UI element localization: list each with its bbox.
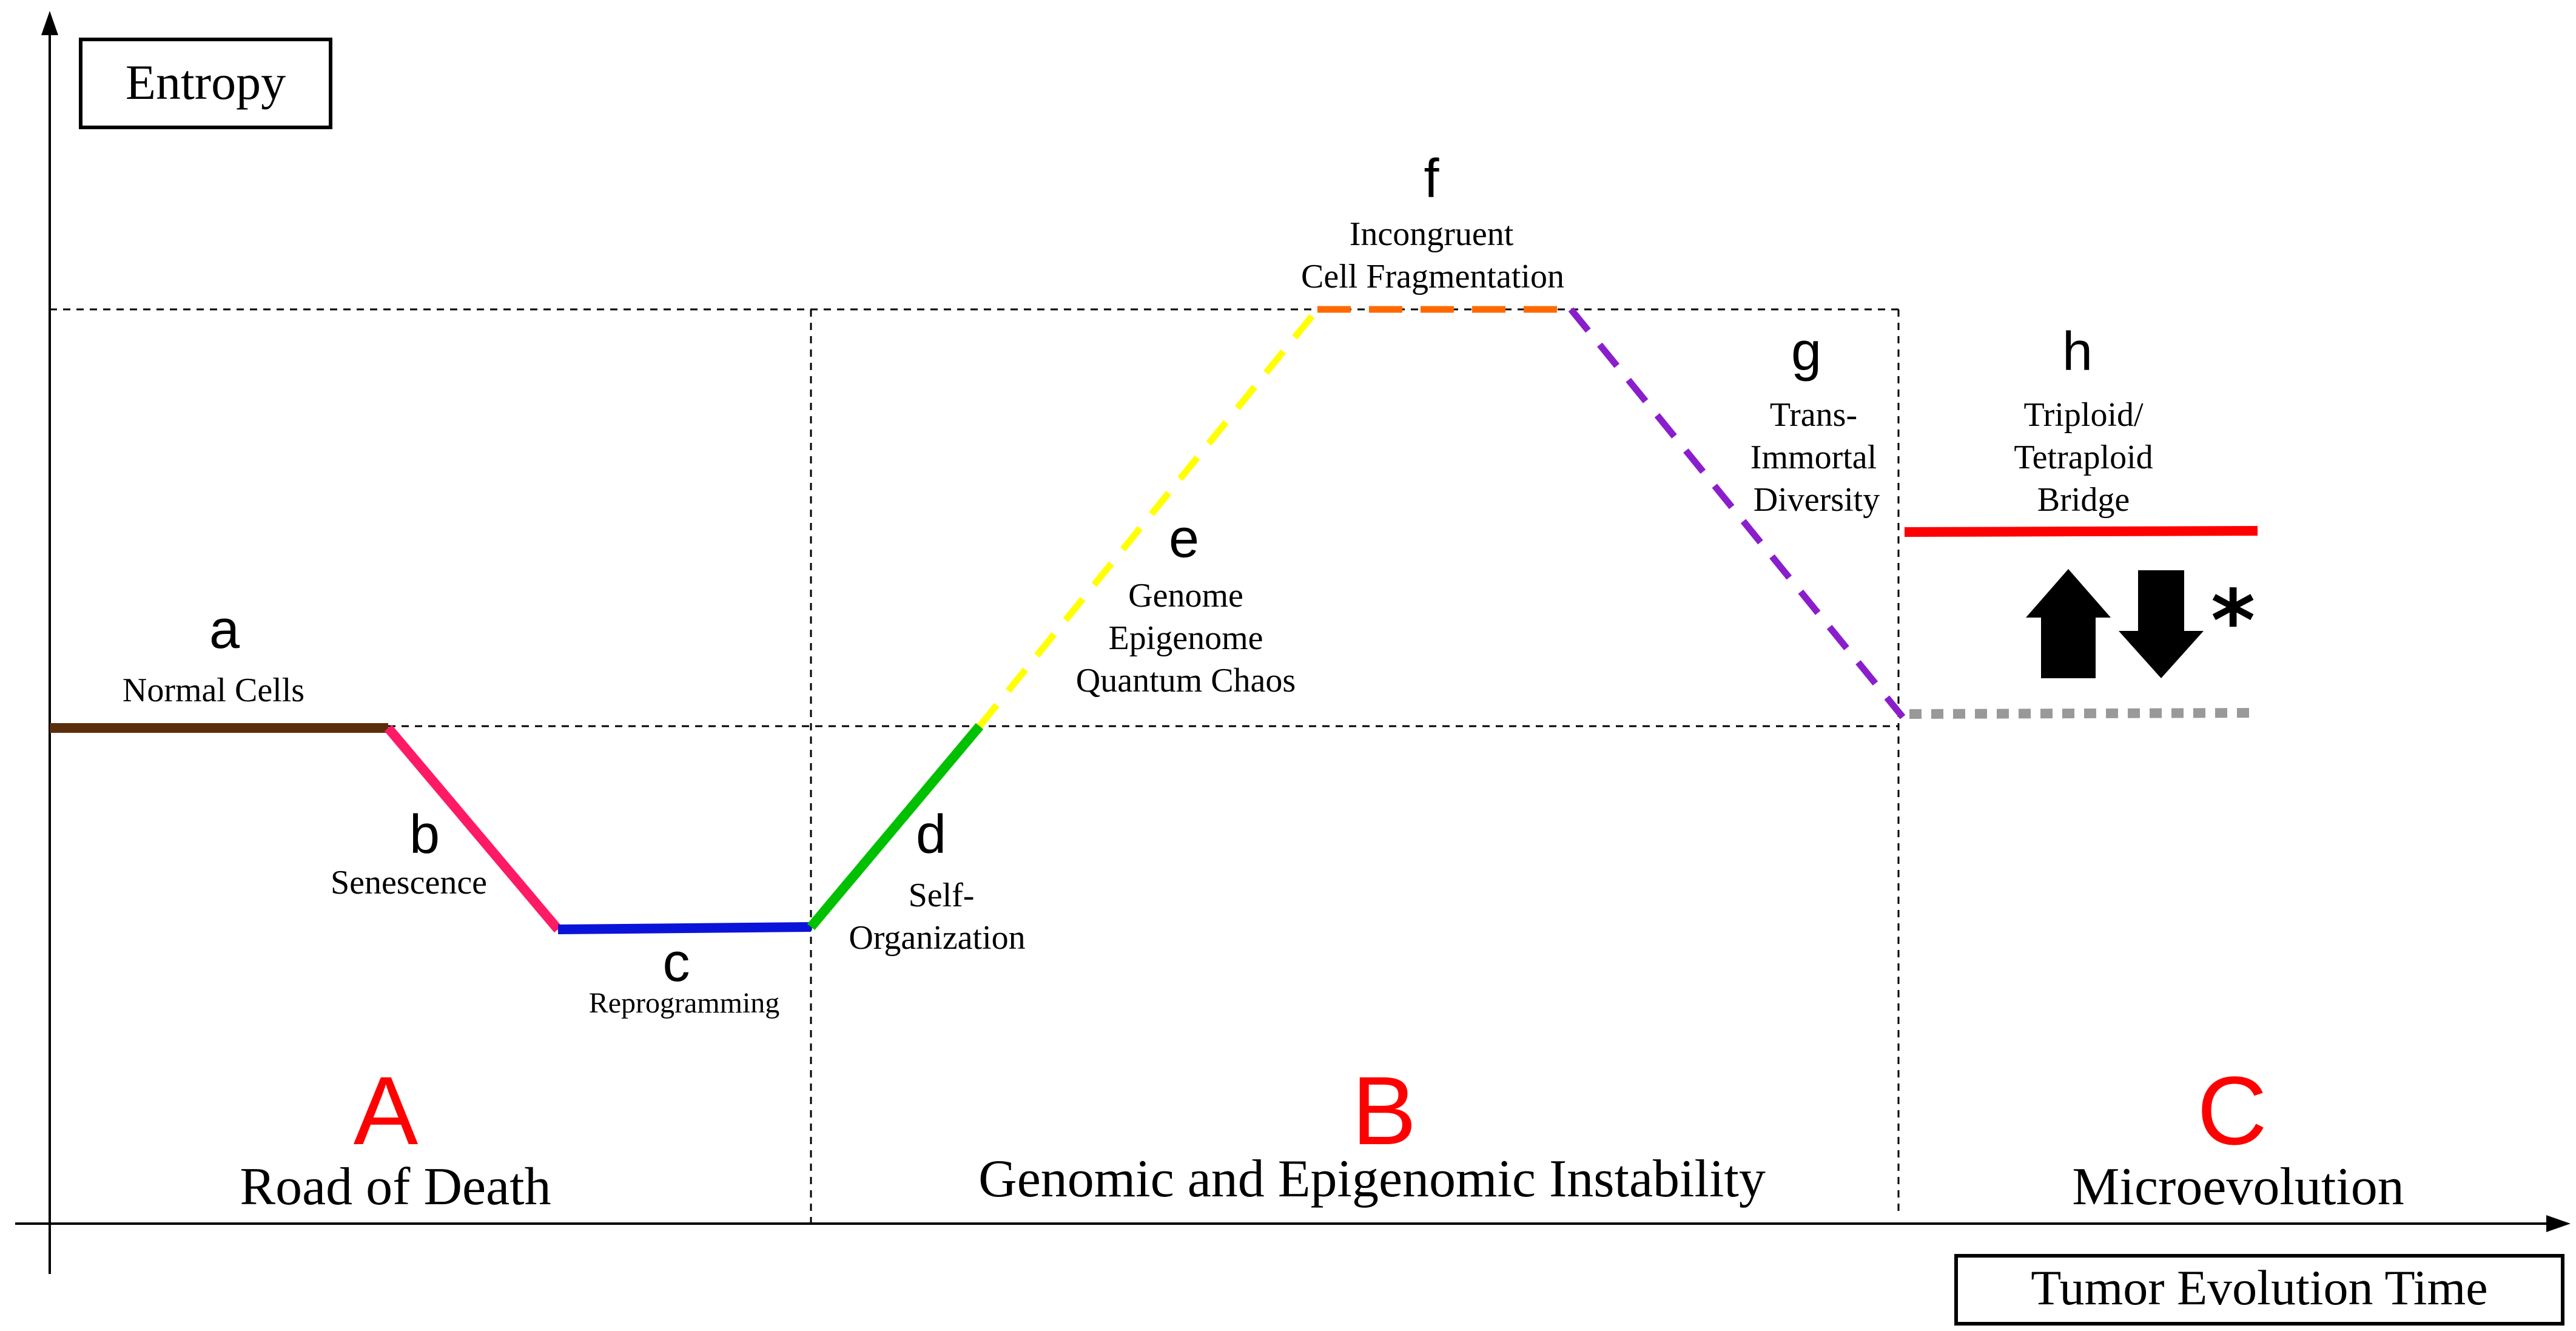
up-arrow-icon: [2026, 569, 2111, 678]
stage-a-letter: a: [209, 599, 240, 660]
y-label-box: [79, 38, 332, 129]
stage-e-label-line: Genome: [1128, 577, 1243, 615]
stage-d-label-line: Self-: [909, 877, 975, 914]
stage-d-label-line: Organization: [849, 919, 1025, 957]
phase-a-letter: A: [354, 1056, 419, 1165]
down-arrow-icon: [2119, 570, 2204, 678]
stage-e-label-line: Quantum Chaos: [1076, 662, 1296, 699]
stage-g-letter: g: [1791, 322, 1821, 382]
stage-c-letter: c: [663, 932, 690, 993]
stage-c-label: Reprogramming: [589, 987, 780, 1019]
phase-b-letter: B: [1352, 1056, 1417, 1165]
x-label-box: [1954, 1254, 2564, 1326]
stage-f-label-line: Incongruent: [1350, 215, 1514, 253]
asterisk: *: [2211, 572, 2255, 671]
stage-b-letter: b: [409, 804, 440, 865]
phase-c-letter: C: [2197, 1056, 2267, 1165]
y-axis-label: Entropy: [126, 55, 286, 110]
segment-c-reprogramming: [557, 922, 812, 934]
guide-lines: [50, 308, 1900, 1224]
stage-a-label: Normal Cells: [123, 672, 304, 709]
segment-b-senescence: [384, 724, 562, 933]
stage-f-letter: f: [1424, 149, 1439, 209]
stage-g-label-line: Trans-: [1770, 396, 1857, 434]
x-axis-label: Tumor Evolution Time: [2031, 1260, 2487, 1315]
stage-e-letter: e: [1169, 508, 1199, 569]
segment-h-bridge-upper: [1904, 526, 2258, 537]
stage-g-label-line: Immortal: [1750, 439, 1877, 476]
stage-d-letter: d: [916, 804, 946, 865]
segment-h-bridge-lower: [1909, 708, 2251, 719]
y-axis-arrowhead: [41, 11, 58, 35]
segment-d-self-organization: [807, 723, 984, 931]
stage-h-label-line: Bridge: [2037, 481, 2130, 519]
stage-h-label-line: Tetraploid: [2014, 439, 2153, 476]
stage-h-letter: h: [2062, 322, 2093, 382]
stage-f-label-line: Cell Fragmentation: [1301, 258, 1564, 295]
stage-g-label-line: Diversity: [1754, 481, 1880, 519]
stage-e-label-line: Epigenome: [1108, 619, 1263, 657]
phase-b-label: Genomic and Epigenomic Instability: [978, 1150, 1766, 1208]
phase-a-label: Road of Death: [240, 1157, 551, 1216]
phase-c-label: Microevolution: [2072, 1157, 2404, 1216]
x-axis-arrowhead: [2546, 1215, 2571, 1232]
stage-b-label: Senescence: [331, 864, 487, 901]
stage-h-label-line: Triploid/: [2023, 396, 2144, 434]
